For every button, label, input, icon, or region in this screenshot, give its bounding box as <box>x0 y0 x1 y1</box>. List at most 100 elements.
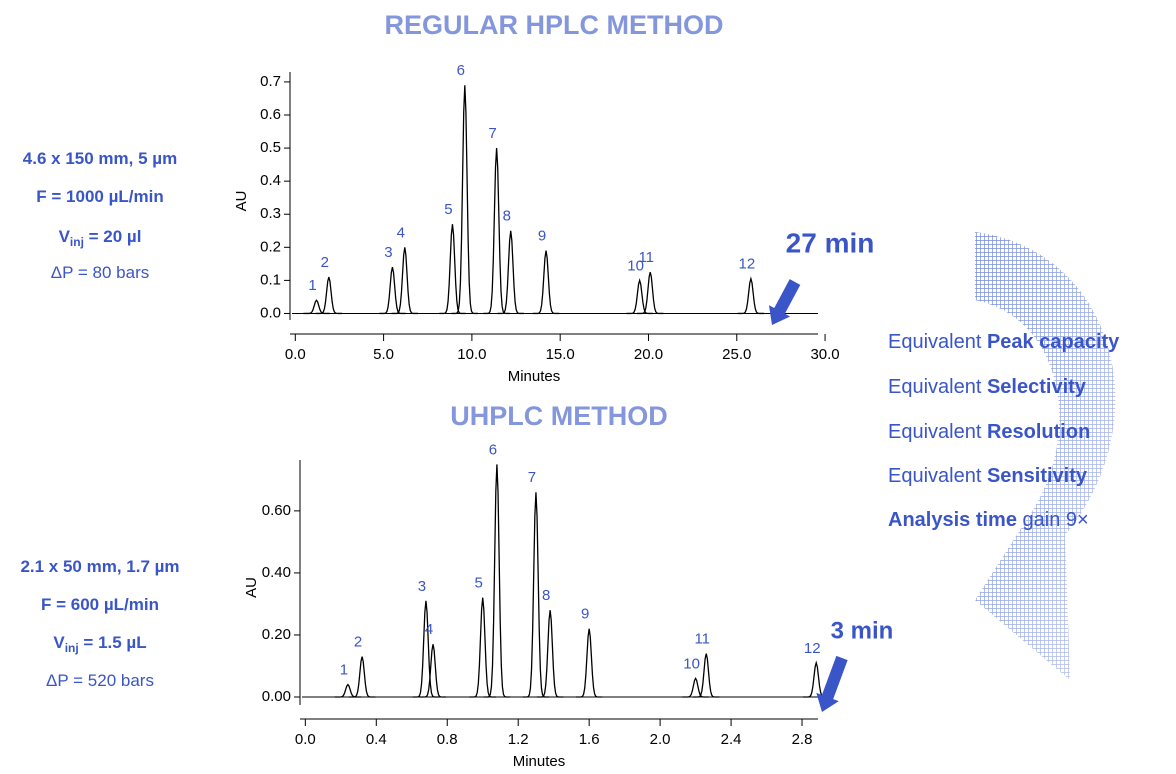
peak-label: 7 <box>528 469 536 486</box>
peak <box>637 271 664 315</box>
y-tick-label: 0.3 <box>260 205 281 222</box>
y-tick-label: 0.60 <box>262 502 291 519</box>
summary-text: Equivalent <box>888 465 987 487</box>
peak-label: 5 <box>475 575 483 592</box>
condition-text: 4.6 x 150 mm, 5 µm <box>23 149 177 168</box>
x-tick-label: 30.0 <box>810 346 839 363</box>
x-tick-label: 1.6 <box>579 731 600 748</box>
x-tick-label: 2.8 <box>792 731 813 748</box>
x-axis-label: Minutes <box>508 368 561 385</box>
chart-title: REGULAR HPLC METHOD <box>385 10 724 40</box>
peak-label: 9 <box>538 228 546 245</box>
condition: 4.6 x 150 mm, 5 µm <box>23 149 177 168</box>
y-tick-label: 0.1 <box>260 271 281 288</box>
peak-label: 4 <box>425 621 433 638</box>
curved-arrow <box>975 232 1116 680</box>
peak-label: 10 <box>627 257 644 274</box>
peak-label: 1 <box>308 277 316 294</box>
arrow <box>768 279 801 325</box>
peak-label: 11 <box>694 631 710 648</box>
peak-label: 12 <box>804 640 821 657</box>
peak <box>483 148 510 315</box>
condition: Vinj = 20 µl <box>59 227 142 249</box>
peak-label: 6 <box>489 441 497 458</box>
peak-label: 6 <box>457 62 465 79</box>
peak-label: 1 <box>340 662 348 679</box>
peak <box>334 683 362 698</box>
x-tick-label: 2.0 <box>650 731 671 748</box>
summary-line: Equivalent Peak capacity <box>888 331 1120 353</box>
condition: ΔP = 80 bars <box>51 263 149 282</box>
peak-label: 8 <box>503 208 511 225</box>
peak <box>348 656 376 698</box>
x-tick-label: 0.4 <box>366 731 387 748</box>
x-tick-label: 0.0 <box>295 731 316 748</box>
peak <box>412 600 440 698</box>
peak <box>575 628 603 698</box>
x-axis-label: Minutes <box>513 753 566 769</box>
y-tick-label: 0.20 <box>262 626 291 643</box>
condition-text: 2.1 x 50 mm, 1.7 µm <box>20 557 179 576</box>
peak-label: 11 <box>638 249 654 266</box>
x-tick-label: 25.0 <box>722 346 751 363</box>
summary-text: Peak capacity <box>987 331 1120 353</box>
peak <box>379 267 406 315</box>
peak <box>626 277 653 315</box>
chart-title: UHPLC METHOD <box>450 401 668 431</box>
condition-subscript: inj <box>65 641 79 655</box>
peak-label: 7 <box>488 125 496 142</box>
condition: 2.1 x 50 mm, 1.7 µm <box>20 557 179 576</box>
duration-annotation: 3 min <box>831 617 894 644</box>
condition-subscript: inj <box>70 235 84 249</box>
y-tick-label: 0.4 <box>260 172 281 189</box>
peak <box>303 299 330 315</box>
summary-line: Equivalent Sensitivity <box>888 465 1088 487</box>
y-tick-label: 0.00 <box>262 688 291 705</box>
peak-label: 2 <box>354 634 362 651</box>
peak <box>483 464 511 698</box>
peak-label: 12 <box>739 256 756 273</box>
summary-text: Sensitivity <box>987 465 1088 487</box>
condition-text: = 20 µl <box>84 227 142 246</box>
summary-text: Equivalent <box>888 331 987 353</box>
summary-line: Analysis time gain 9× <box>888 509 1089 531</box>
x-tick-label: 10.0 <box>457 346 486 363</box>
y-tick-label: 0.40 <box>262 564 291 581</box>
x-tick-label: 20.0 <box>634 346 663 363</box>
condition-text: ΔP = 520 bars <box>46 671 154 690</box>
peak-label: 2 <box>321 254 329 271</box>
condition: F = 1000 µL/min <box>36 187 163 206</box>
condition-text: = 1.5 µL <box>79 633 147 652</box>
peak-label: 3 <box>418 578 426 595</box>
peak <box>682 676 709 698</box>
peak <box>532 250 560 315</box>
peak <box>391 247 418 315</box>
condition-text: V <box>59 227 71 246</box>
y-axis-label: AU <box>233 191 250 212</box>
peak <box>419 644 447 698</box>
y-tick-label: 0.7 <box>260 73 281 90</box>
arrow <box>816 655 848 712</box>
summary-text: Selectivity <box>987 376 1087 398</box>
condition-text: F = 1000 µL/min <box>36 187 163 206</box>
peak <box>451 85 479 315</box>
summary-text: Equivalent <box>888 421 987 443</box>
condition-text: V <box>53 633 65 652</box>
x-tick-label: 5.0 <box>373 346 394 363</box>
x-tick-label: 0.8 <box>437 731 458 748</box>
x-tick-label: 0.0 <box>285 346 306 363</box>
peak <box>693 653 720 698</box>
peak <box>315 276 343 315</box>
summary-line: Equivalent Resolution <box>888 421 1090 443</box>
duration-annotation: 27 min <box>786 227 875 258</box>
peak <box>522 492 550 698</box>
summary-text: gain 9× <box>1017 509 1089 531</box>
y-tick-label: 0.5 <box>260 139 281 156</box>
peak-label: 4 <box>397 224 405 241</box>
condition: Vinj = 1.5 µL <box>53 633 146 655</box>
condition-text: F = 600 µL/min <box>41 595 159 614</box>
summary-line: Equivalent Selectivity <box>888 376 1087 398</box>
x-tick-label: 15.0 <box>546 346 575 363</box>
peak-label: 10 <box>683 655 700 672</box>
